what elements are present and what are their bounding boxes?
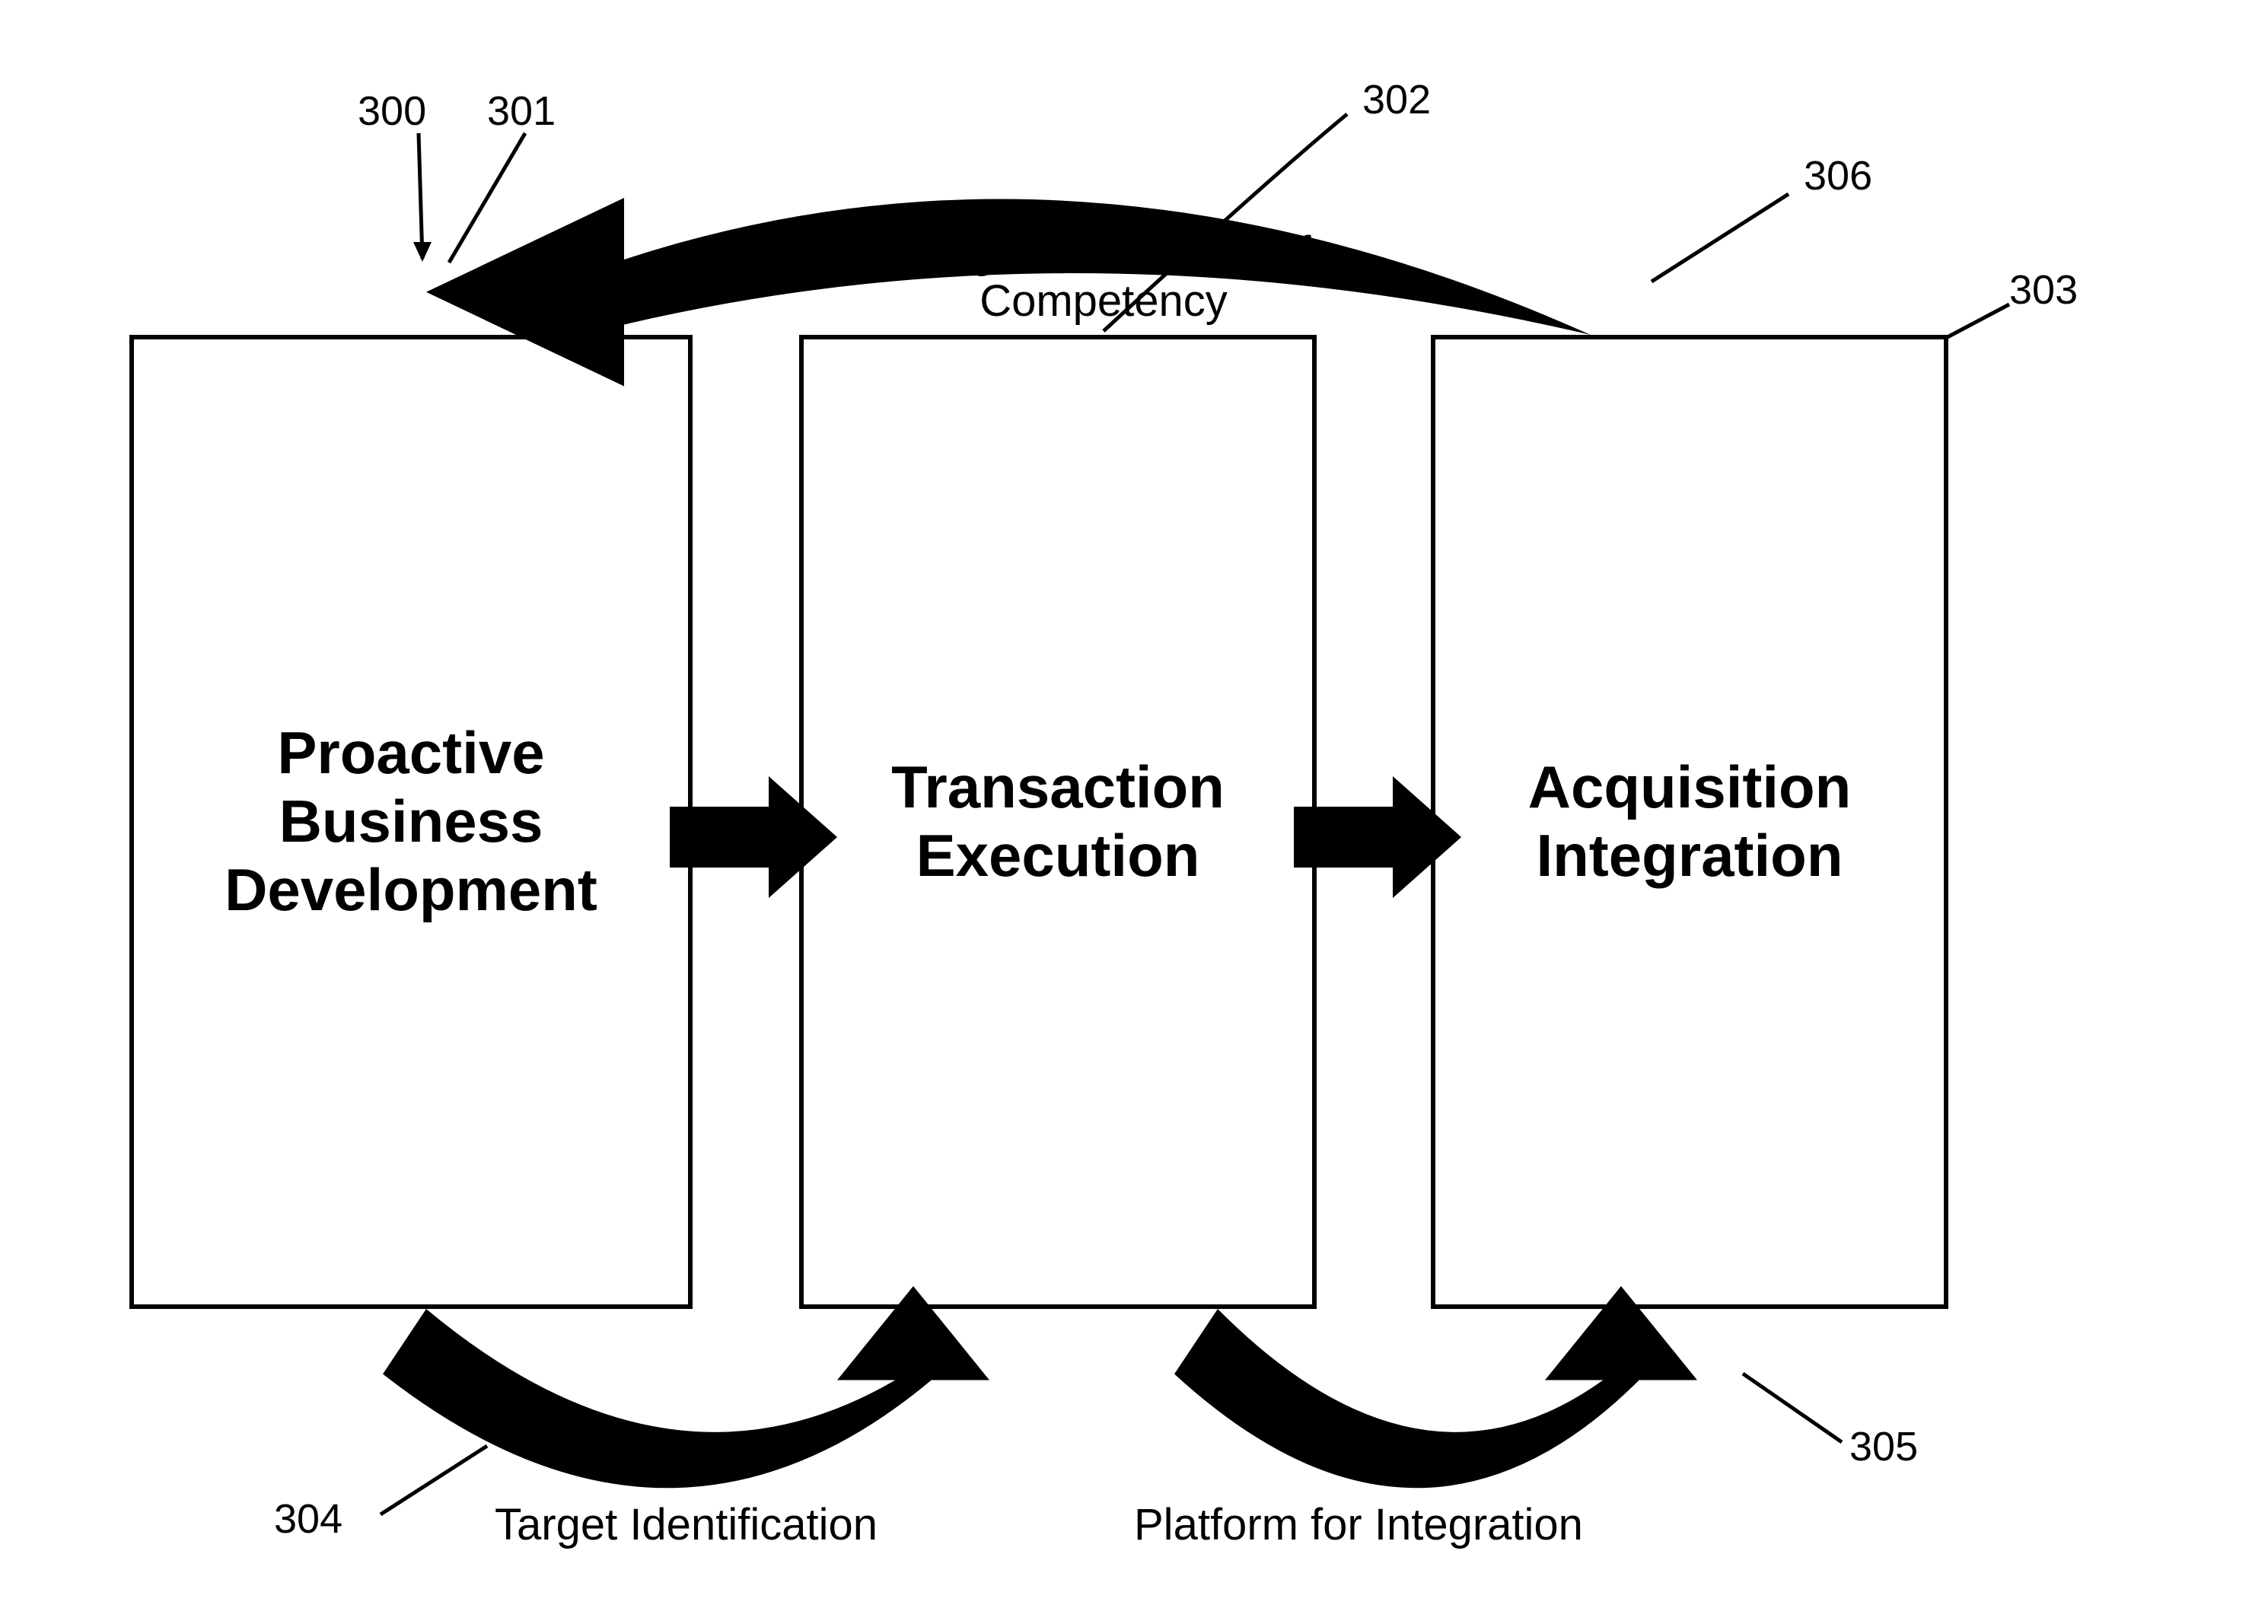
bottom-label-platform-for-integration: Platform for Integration [1134, 1499, 1583, 1550]
ref-300: 300 [358, 88, 426, 135]
ref-305: 305 [1849, 1423, 1918, 1470]
ref-304: 304 [274, 1495, 342, 1543]
ref-301: 301 [487, 88, 556, 135]
ref-306: 306 [1804, 152, 1872, 199]
top-banner-text: Integrated Centers ofCompetency [868, 228, 1339, 326]
ref-303: 303 [2009, 266, 2078, 314]
bottom-label-target-identification: Target Identification [495, 1499, 878, 1550]
ref-302: 302 [1362, 76, 1431, 123]
diagram-canvas: ProactiveBusinessDevelopment Transaction… [0, 0, 2268, 1624]
